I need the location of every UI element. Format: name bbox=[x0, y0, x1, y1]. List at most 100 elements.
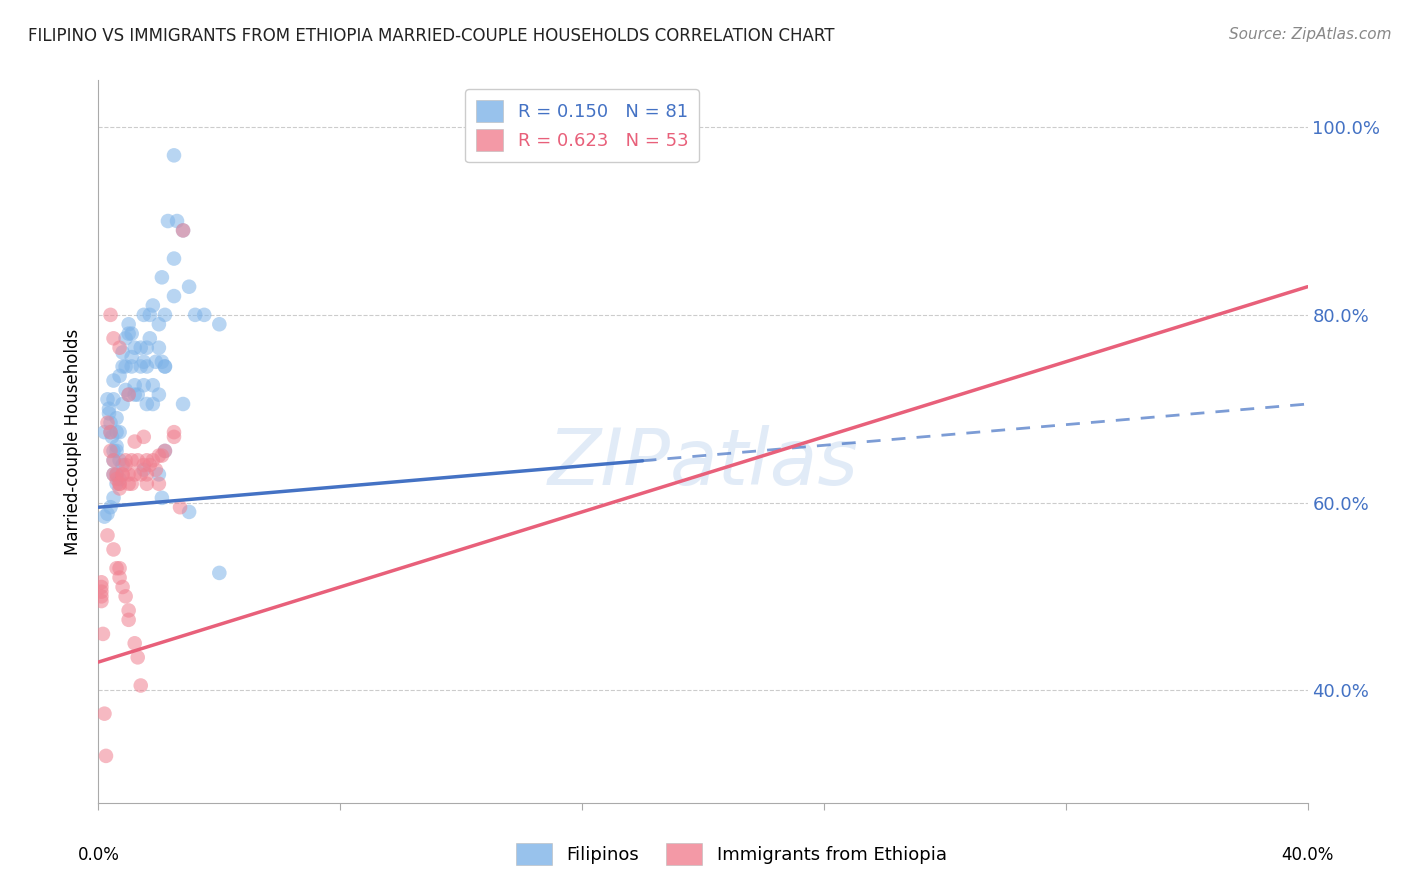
Point bbox=[124, 636, 146, 650]
Point bbox=[163, 425, 186, 439]
Point bbox=[105, 467, 128, 482]
Point bbox=[111, 467, 134, 482]
Point bbox=[108, 571, 131, 585]
Point bbox=[111, 580, 134, 594]
Point bbox=[142, 397, 165, 411]
Point bbox=[169, 500, 191, 515]
Point bbox=[90, 590, 112, 604]
Point bbox=[108, 341, 131, 355]
Point bbox=[132, 430, 155, 444]
Point bbox=[100, 500, 122, 515]
Point bbox=[172, 397, 194, 411]
Point bbox=[101, 430, 124, 444]
Point bbox=[153, 444, 176, 458]
Point bbox=[184, 308, 207, 322]
Point bbox=[172, 223, 194, 237]
Point bbox=[121, 326, 143, 341]
Point bbox=[142, 453, 165, 467]
Point bbox=[135, 397, 157, 411]
Point bbox=[90, 580, 112, 594]
Point bbox=[148, 318, 170, 332]
Point bbox=[93, 706, 115, 721]
Point bbox=[103, 467, 125, 482]
Point bbox=[111, 397, 134, 411]
Point bbox=[135, 467, 157, 482]
Point bbox=[100, 308, 122, 322]
Legend: R = 0.150   N = 81, R = 0.623   N = 53: R = 0.150 N = 81, R = 0.623 N = 53 bbox=[465, 89, 699, 162]
Text: 40.0%: 40.0% bbox=[1281, 847, 1334, 864]
Point bbox=[148, 449, 170, 463]
Point bbox=[118, 613, 141, 627]
Point bbox=[142, 298, 165, 312]
Point bbox=[118, 318, 141, 332]
Point bbox=[96, 507, 118, 521]
Point bbox=[172, 223, 194, 237]
Point bbox=[103, 392, 125, 407]
Point bbox=[103, 453, 125, 467]
Point bbox=[135, 341, 157, 355]
Point bbox=[90, 594, 112, 608]
Point bbox=[118, 603, 141, 617]
Point bbox=[148, 341, 170, 355]
Point bbox=[105, 561, 128, 575]
Point bbox=[153, 359, 176, 374]
Point bbox=[132, 458, 155, 472]
Point bbox=[150, 491, 173, 505]
Point bbox=[93, 425, 115, 439]
Text: Source: ZipAtlas.com: Source: ZipAtlas.com bbox=[1229, 27, 1392, 42]
Point bbox=[118, 387, 141, 401]
Point bbox=[135, 453, 157, 467]
Point bbox=[163, 289, 186, 303]
Point bbox=[90, 575, 112, 590]
Point bbox=[127, 387, 149, 401]
Point bbox=[208, 318, 231, 332]
Point bbox=[103, 453, 125, 467]
Point bbox=[108, 425, 131, 439]
Point bbox=[121, 453, 143, 467]
Point bbox=[193, 308, 215, 322]
Point bbox=[145, 355, 167, 369]
Point bbox=[118, 387, 141, 401]
Point bbox=[179, 279, 201, 293]
Point bbox=[108, 368, 131, 383]
Legend: Filipinos, Immigrants from Ethiopia: Filipinos, Immigrants from Ethiopia bbox=[506, 834, 956, 874]
Point bbox=[103, 542, 125, 557]
Point bbox=[150, 270, 173, 285]
Point bbox=[135, 359, 157, 374]
Point bbox=[121, 350, 143, 364]
Point bbox=[105, 476, 128, 491]
Point bbox=[90, 584, 112, 599]
Point bbox=[129, 679, 152, 693]
Point bbox=[129, 359, 152, 374]
Point bbox=[114, 331, 136, 345]
Point bbox=[153, 308, 176, 322]
Point bbox=[105, 467, 128, 482]
Point bbox=[150, 449, 173, 463]
Point bbox=[103, 331, 125, 345]
Point bbox=[108, 472, 131, 486]
Point bbox=[124, 434, 146, 449]
Point bbox=[103, 491, 125, 505]
Point bbox=[105, 439, 128, 453]
Point bbox=[150, 355, 173, 369]
Text: 0.0%: 0.0% bbox=[77, 847, 120, 864]
Text: FILIPINO VS IMMIGRANTS FROM ETHIOPIA MARRIED-COUPLE HOUSEHOLDS CORRELATION CHART: FILIPINO VS IMMIGRANTS FROM ETHIOPIA MAR… bbox=[28, 27, 835, 45]
Point bbox=[105, 425, 128, 439]
Point bbox=[108, 453, 131, 467]
Point bbox=[94, 748, 117, 763]
Point bbox=[132, 308, 155, 322]
Point bbox=[100, 416, 122, 430]
Point bbox=[124, 341, 146, 355]
Point bbox=[135, 476, 157, 491]
Point bbox=[148, 387, 170, 401]
Point bbox=[108, 561, 131, 575]
Point bbox=[163, 148, 186, 162]
Point bbox=[114, 590, 136, 604]
Point bbox=[124, 378, 146, 392]
Point bbox=[127, 650, 149, 665]
Point bbox=[132, 463, 155, 477]
Point bbox=[208, 566, 231, 580]
Point bbox=[145, 463, 167, 477]
Point bbox=[166, 214, 188, 228]
Point bbox=[108, 476, 131, 491]
